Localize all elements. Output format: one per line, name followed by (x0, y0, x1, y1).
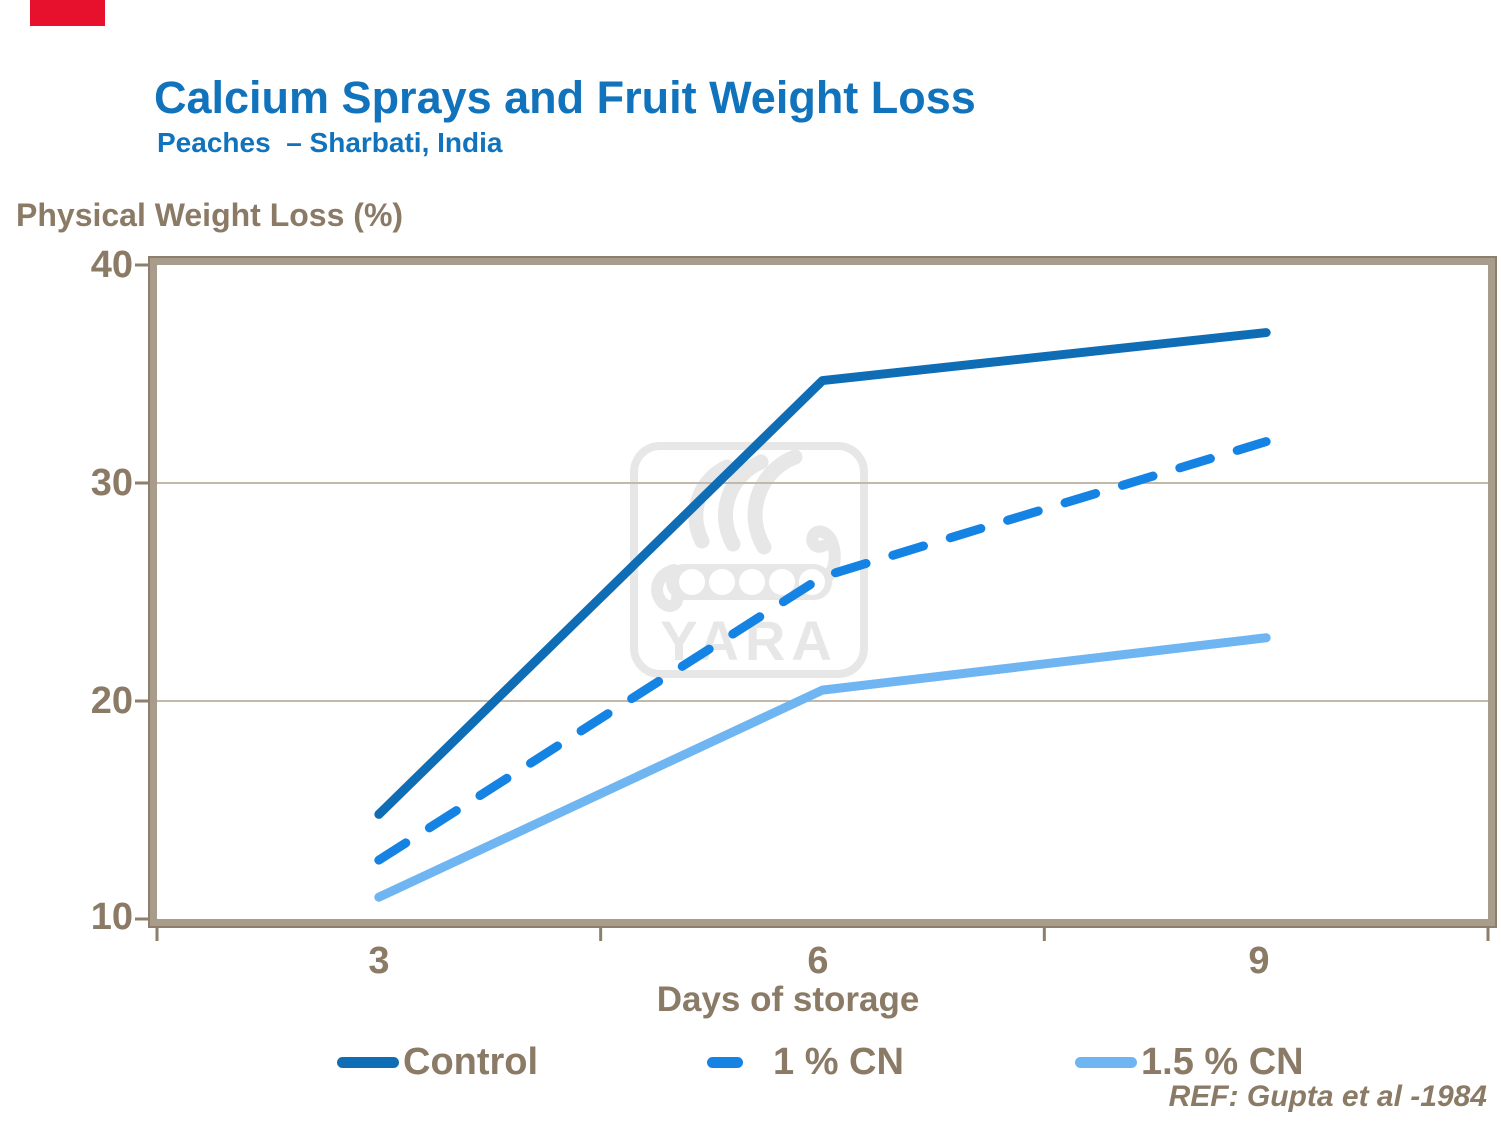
legend-item-control: Control (337, 1040, 538, 1084)
reference-text: REF: Gupta et al -1984 (1168, 1080, 1487, 1113)
y-tick-label-30: 30 (90, 462, 133, 504)
x-tick-label-3: 3 (368, 940, 390, 982)
y-tick-label-20: 20 (90, 680, 133, 722)
chart-title: Calcium Sprays and Fruit Weight Loss (154, 72, 976, 123)
legend-swatch-control (337, 1056, 399, 1068)
chart-lines (135, 263, 1490, 941)
red-accent-bar (30, 0, 105, 26)
legend-label-control: Control (403, 1040, 539, 1083)
y-tick-label-10: 10 (90, 896, 133, 938)
legend-item-1-5pct-cn: 1.5 % CN (1075, 1040, 1304, 1084)
plot-area: YARA (135, 256, 1497, 941)
legend-swatch-1-5pct-cn (1075, 1056, 1137, 1068)
chart-subtitle: Peaches – Sharbati, India (157, 127, 503, 158)
y-tick-label-40: 40 (90, 244, 133, 286)
legend-item-1pct-cn: 1 % CN (707, 1040, 904, 1084)
legend-label-1pct-cn: 1 % CN (773, 1040, 904, 1083)
x-tick-label-6: 6 (807, 940, 829, 982)
legend-label-1-5pct-cn: 1.5 % CN (1141, 1040, 1304, 1083)
x-axis-title: Days of storage (656, 980, 920, 1019)
legend-swatch-1pct-cn (707, 1056, 769, 1068)
y-axis-title: Physical Weight Loss (%) (16, 197, 404, 233)
x-tick-label-9: 9 (1248, 940, 1270, 982)
viking-ship-icon (651, 449, 841, 612)
